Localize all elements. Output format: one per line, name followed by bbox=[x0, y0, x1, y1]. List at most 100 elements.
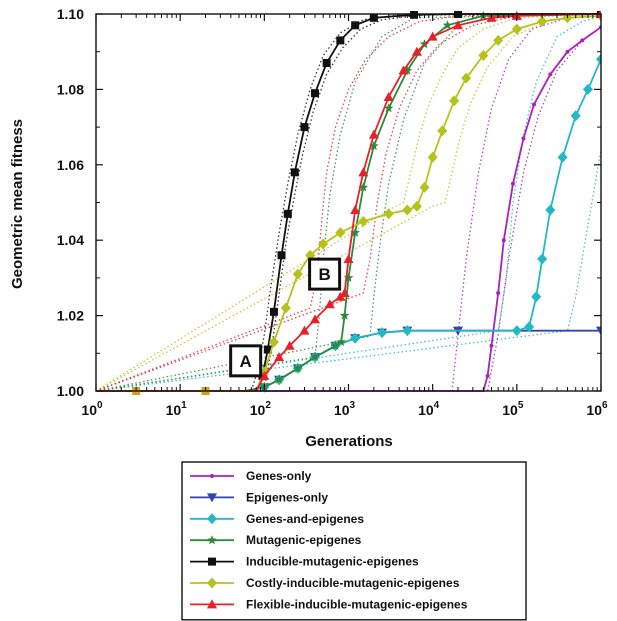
data-point bbox=[537, 16, 548, 28]
y-tick-label: 1.02 bbox=[57, 308, 84, 324]
annotation-layer: AB bbox=[229, 257, 342, 378]
series-flexible-inducible-mutagenic-epigenes bbox=[96, 11, 601, 392]
legend-swatch-marker bbox=[210, 474, 214, 478]
data-point bbox=[521, 136, 526, 141]
annotation-label: A bbox=[240, 352, 252, 371]
series-genes-and-epigenes bbox=[96, 53, 601, 393]
data-point bbox=[358, 167, 369, 177]
data-point bbox=[324, 299, 335, 309]
data-point bbox=[283, 209, 292, 218]
data-point bbox=[532, 102, 537, 107]
data-point bbox=[350, 227, 360, 237]
y-tick-label: 1.00 bbox=[57, 383, 84, 399]
data-point bbox=[274, 374, 284, 384]
legend-swatch-marker bbox=[207, 577, 217, 589]
series-genes-only-envelopes bbox=[96, 15, 601, 392]
data-point bbox=[537, 253, 548, 265]
legend-label: Genes-and-epigenes bbox=[246, 512, 364, 526]
legend-swatch-marker bbox=[207, 535, 217, 545]
legend-label: Epigenes-only bbox=[246, 490, 328, 504]
legend-label: Costly-inducible-mutagenic-epigenes bbox=[246, 576, 460, 590]
data-point bbox=[402, 204, 413, 216]
data-point bbox=[339, 287, 350, 297]
series-line bbox=[96, 58, 601, 392]
data-point bbox=[493, 34, 504, 46]
data-point bbox=[284, 340, 295, 350]
data-point bbox=[427, 151, 438, 163]
axes-layer: 100 101 102 103 104 105 106 1.00 1.02 1.04 1.06 1.0… bbox=[57, 6, 608, 418]
y-tick-label: 1.10 bbox=[57, 6, 84, 22]
data-point bbox=[570, 110, 581, 122]
legend-swatch-marker bbox=[207, 513, 217, 525]
data-point bbox=[343, 272, 354, 282]
y-tick-label: 1.06 bbox=[57, 157, 84, 173]
envelope-line bbox=[96, 26, 601, 392]
series-genes-only bbox=[96, 25, 601, 392]
data-point bbox=[524, 321, 535, 333]
data-point bbox=[453, 20, 464, 30]
envelope-line bbox=[96, 149, 601, 392]
data-point bbox=[402, 325, 413, 337]
envelope-line bbox=[96, 15, 601, 392]
data-point bbox=[343, 254, 354, 264]
data-point bbox=[437, 125, 448, 137]
data-point bbox=[449, 95, 460, 107]
legend: Genes-only Epigenes-only Genes-and-epigene… bbox=[181, 461, 527, 621]
x-tick-label: 104 bbox=[418, 400, 440, 418]
legend-label: Flexible-inducible-mutagenic-epigenes bbox=[246, 597, 468, 611]
data-point bbox=[290, 168, 299, 177]
data-point bbox=[596, 53, 601, 65]
data-point bbox=[511, 325, 522, 337]
plot-frame bbox=[95, 13, 602, 392]
series-line bbox=[96, 15, 601, 392]
series-line bbox=[96, 13, 601, 392]
series-layer bbox=[96, 11, 601, 395]
data-point bbox=[511, 23, 522, 35]
series-inducible-mutagenic-epigenes bbox=[96, 11, 601, 392]
series-epigenes-only bbox=[96, 326, 601, 393]
legend-swatch-marker bbox=[207, 599, 217, 609]
data-point bbox=[383, 91, 394, 101]
data-point bbox=[350, 332, 361, 344]
data-point bbox=[274, 352, 285, 362]
data-point bbox=[557, 151, 568, 163]
data-point bbox=[376, 327, 387, 339]
series-flexible-inducible-mutagenic-epigenes-envelopes bbox=[96, 13, 601, 392]
x-tick-label: 106 bbox=[586, 400, 608, 418]
data-point bbox=[427, 31, 438, 41]
data-point bbox=[277, 251, 286, 260]
envelope-line bbox=[96, 15, 601, 392]
data-point bbox=[292, 268, 303, 280]
data-point bbox=[268, 336, 279, 348]
data-point bbox=[358, 182, 369, 192]
data-point bbox=[411, 200, 422, 212]
data-point bbox=[259, 370, 270, 380]
envelope-line bbox=[96, 13, 601, 392]
envelope-line bbox=[96, 13, 601, 392]
data-point bbox=[280, 302, 291, 314]
data-point bbox=[442, 20, 453, 30]
data-point bbox=[310, 352, 320, 362]
data-point bbox=[339, 310, 350, 320]
x-tick-label: 103 bbox=[334, 400, 356, 418]
data-point bbox=[311, 89, 320, 98]
series-mutagenic-epigenes bbox=[96, 11, 601, 392]
data-point bbox=[565, 49, 570, 54]
series-line bbox=[96, 13, 601, 392]
legend-swatch-marker bbox=[208, 557, 216, 566]
data-point bbox=[369, 141, 379, 150]
data-point bbox=[263, 345, 272, 354]
y-axis-title: Geometric mean fitness bbox=[9, 119, 26, 289]
envelope-line bbox=[96, 13, 601, 392]
envelope-line bbox=[96, 13, 601, 392]
x-axis-title: Generations bbox=[305, 433, 393, 450]
data-point bbox=[545, 204, 556, 216]
legend-swatch-marker bbox=[207, 493, 217, 503]
envelope-line bbox=[96, 13, 601, 392]
data-point bbox=[350, 205, 361, 215]
data-point bbox=[582, 83, 593, 95]
x-tick-label: 105 bbox=[502, 400, 524, 418]
data-point bbox=[411, 46, 422, 56]
data-point bbox=[489, 343, 494, 348]
